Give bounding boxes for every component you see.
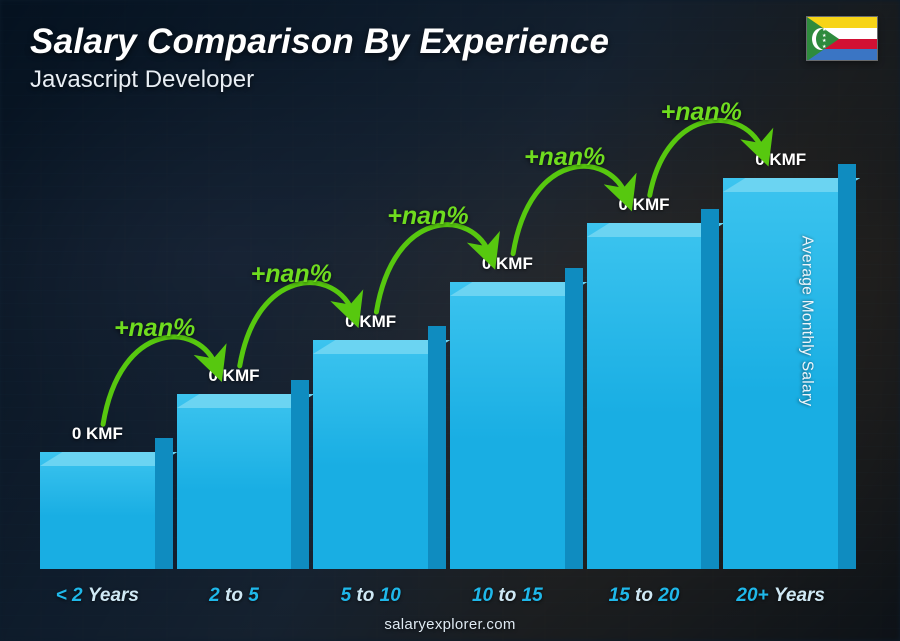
y-axis-label: Average Monthly Salary [798,235,816,406]
bars-container: 0 KMF 0 KMF 0 KMF 0 KMF 0 KMF 0 KMF [40,120,838,569]
x-axis-label: 2 to 5 [177,585,292,607]
pct-change-label: +nan% [387,202,468,231]
bar-value-label: 0 KMF [755,150,806,170]
bar-slot: 0 KMF [587,120,702,569]
bar-value-label: 0 KMF [209,366,260,386]
pct-change-label: +nan% [524,143,605,172]
x-axis-labels: < 2 Years 2 to 5 5 to 10 10 to 15 15 to 20 20… [40,585,838,607]
bar-slot: 0 KMF [40,120,155,569]
bar-slot: 0 KMF [177,120,292,569]
bar-value-label: 0 KMF [482,254,533,274]
bar-slot: 0 KMF [313,120,428,569]
bar-value-label: 0 KMF [619,195,670,215]
chart-area: 0 KMF 0 KMF 0 KMF 0 KMF 0 KMF 0 KMF +nan% +nan… [40,120,838,569]
x-axis-label: 20+ Years [723,585,838,607]
bar-value-label: 0 KMF [72,424,123,444]
x-axis-label: 10 to 15 [450,585,565,607]
pct-change-label: +nan% [661,98,742,127]
bar [40,452,155,569]
flag-stars: ★★★★ [822,28,826,50]
bar-slot: 0 KMF [723,120,838,569]
bar-slot: 0 KMF [450,120,565,569]
bar [313,340,428,569]
content-wrapper: Salary Comparison By Experience Javascri… [0,0,900,641]
chart-subtitle: Javascript Developer [30,66,870,94]
flag-crescent [812,28,830,50]
bar [177,394,292,569]
pct-change-label: +nan% [251,260,332,289]
bar-value-label: 0 KMF [345,312,396,332]
bar [450,282,565,569]
pct-change-label: +nan% [114,314,195,343]
country-flag: ★★★★ [806,16,878,61]
chart-title: Salary Comparison By Experience [30,22,870,62]
x-axis-label: < 2 Years [40,585,155,607]
bar [723,178,838,569]
footer-attribution: salaryexplorer.com [0,616,900,633]
x-axis-label: 15 to 20 [587,585,702,607]
bar [587,223,702,569]
x-axis-label: 5 to 10 [313,585,428,607]
